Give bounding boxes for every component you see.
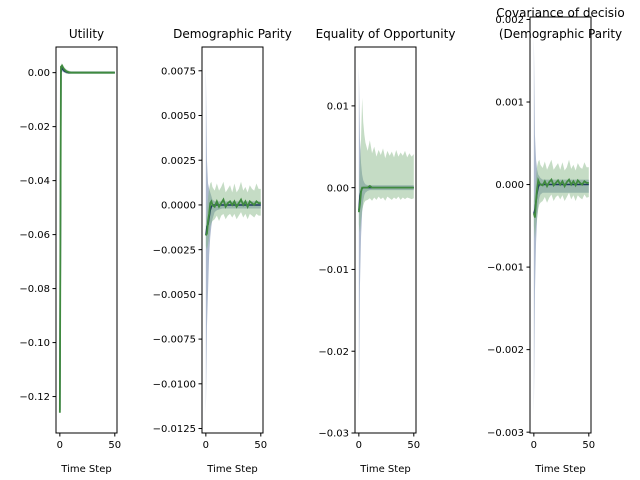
y-tick-label: −0.002 — [487, 345, 524, 356]
y-tick-label: −0.04 — [19, 176, 50, 187]
y-tick-label: 0.001 — [495, 98, 524, 109]
series-green-line — [205, 197, 261, 236]
x-axis-label: Time Step — [60, 464, 111, 475]
plot-area — [532, 35, 589, 416]
y-tick-label: −0.06 — [19, 230, 50, 241]
y-tick-label: 0.0075 — [161, 66, 196, 77]
x-tick-label: 50 — [108, 440, 121, 451]
y-tick-label: −0.001 — [487, 263, 524, 274]
series-green-line — [532, 177, 589, 218]
series-green-band — [358, 97, 414, 233]
y-tick-label: 0.00 — [327, 183, 349, 194]
plot-area — [58, 63, 115, 416]
x-axis-label: Time Step — [359, 464, 410, 475]
x-tick-label: 0 — [203, 440, 209, 451]
y-tick-label: −0.0125 — [153, 424, 196, 435]
x-tick-label: 0 — [356, 440, 362, 451]
series-blue-band — [533, 35, 589, 416]
series-green-band — [59, 63, 115, 416]
series-blue-band — [205, 67, 261, 415]
y-tick-label: −0.12 — [19, 392, 50, 403]
y-tick-label: 0.0000 — [161, 201, 196, 212]
x-tick-label: 50 — [582, 440, 595, 451]
subplot-3: 0.01 0.00 −0.01 −0.02 −0.03 0 50 Time Step Equal… — [316, 27, 456, 475]
subplot-4: 0.002 0.001 0.000 −0.001 −0.002 −0.003 0 50 Time… — [487, 6, 625, 475]
y-tick-label: 0.002 — [495, 15, 524, 26]
y-tick-label: −0.0025 — [153, 245, 196, 256]
series-green-band — [533, 159, 589, 239]
plot-area — [205, 67, 261, 415]
y-tick-label: 0.0025 — [161, 156, 196, 167]
plot-area — [357, 66, 414, 416]
y-tick-label: −0.02 — [19, 122, 50, 133]
x-tick-label: 50 — [407, 440, 420, 451]
subplot-1: 0.00 −0.02 −0.04 −0.06 −0.08 −0.10 −0.12 0 50 Tim… — [19, 27, 121, 475]
y-tick-label: −0.0075 — [153, 335, 196, 346]
y-tick-label: −0.02 — [318, 347, 349, 358]
x-tick-label: 0 — [531, 440, 537, 451]
subplot-title: (Demographic Parity — [499, 27, 622, 41]
subplot-title: Covariance of decisio — [496, 6, 624, 20]
axes-frame — [354, 46, 417, 434]
subplot-title: Utility — [69, 27, 104, 41]
y-tick-label: −0.01 — [318, 265, 349, 276]
axes-frame — [55, 46, 118, 434]
y-tick-label: −0.003 — [487, 428, 524, 439]
subplot-title: Equality of Opportunity — [316, 27, 456, 41]
subplot-title: Demographic Parity — [173, 27, 292, 41]
x-tick-label: 0 — [57, 440, 63, 451]
y-tick-label: −0.08 — [19, 284, 50, 295]
y-tick-label: 0.01 — [327, 101, 349, 112]
series-blue-band — [358, 66, 414, 416]
series-blue-band — [59, 65, 115, 413]
y-tick-label: −0.10 — [19, 338, 50, 349]
series-green-line — [58, 64, 115, 413]
y-tick-label: −0.0100 — [153, 379, 196, 390]
y-tick-label: 0.000 — [495, 180, 524, 191]
y-tick-label: 0.0050 — [161, 111, 196, 122]
series-green-line — [357, 184, 414, 213]
series-blue-line — [59, 65, 115, 411]
x-axis-label: Time Step — [534, 464, 585, 475]
axes-frame — [201, 46, 264, 434]
y-tick-label: −0.03 — [318, 429, 349, 440]
y-tick-label: −0.0050 — [153, 290, 196, 301]
axes-frame — [529, 16, 592, 434]
subplot-2: 0.0075 0.0050 0.0025 0.0000 −0.0025 −0.0050 −0… — [153, 27, 292, 475]
series-green-band — [205, 181, 261, 250]
y-tick-label: 0.00 — [28, 68, 50, 79]
x-tick-label: 50 — [254, 440, 267, 451]
x-axis-label: Time Step — [206, 464, 257, 475]
